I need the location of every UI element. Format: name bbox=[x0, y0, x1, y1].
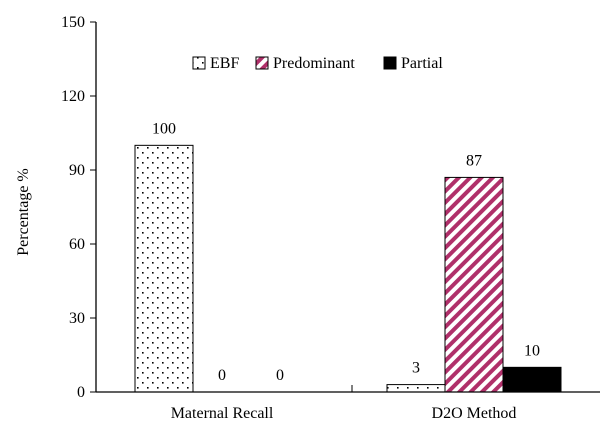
bar-predominant-d2o-method bbox=[444, 176, 504, 393]
legend-label-ebf: EBF bbox=[210, 55, 239, 72]
y-axis-label: Percentage % bbox=[15, 168, 32, 256]
bar-ebf-d2o-method bbox=[386, 384, 446, 393]
x-category-label: D2O Method bbox=[432, 405, 517, 422]
legend-label-predominant: Predominant bbox=[273, 55, 355, 72]
data-label: 10 bbox=[524, 342, 540, 359]
bar-ebf-maternal-recall bbox=[134, 144, 194, 393]
bar-partial-d2o-method bbox=[502, 366, 562, 393]
legend-swatch-ebf bbox=[192, 56, 206, 70]
y-tick-label: 0 bbox=[77, 384, 85, 401]
legend-swatch-partial bbox=[383, 56, 397, 70]
legend: EBF Predominant Partial bbox=[192, 55, 443, 72]
data-label: 0 bbox=[276, 367, 284, 384]
y-tick-label: 90 bbox=[69, 162, 85, 179]
y-tick-label: 150 bbox=[61, 14, 85, 31]
legend-label-partial: Partial bbox=[401, 55, 443, 72]
data-label: 0 bbox=[218, 367, 226, 384]
y-tick-label: 30 bbox=[69, 310, 85, 327]
data-label: 100 bbox=[152, 120, 176, 137]
x-category-label: Maternal Recall bbox=[171, 405, 274, 422]
data-label: 3 bbox=[412, 360, 420, 377]
y-tick-label: 60 bbox=[69, 236, 85, 253]
axes bbox=[95, 22, 600, 393]
legend-swatch-predominant bbox=[255, 56, 269, 70]
y-tick-label: 120 bbox=[61, 88, 85, 105]
data-label: 87 bbox=[466, 152, 482, 169]
